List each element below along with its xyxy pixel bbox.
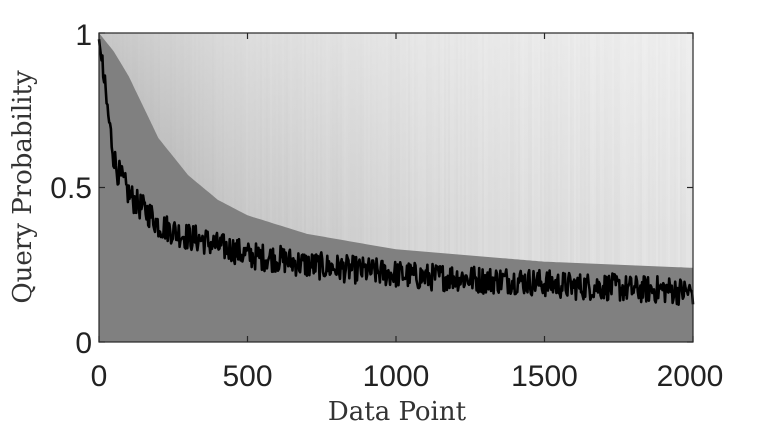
x-tick-label: 1000 — [363, 360, 430, 393]
runs-dense-band — [99, 33, 693, 342]
x-tick-label: 0 — [91, 360, 108, 393]
x-tick-labels: 0 500 1000 1500 2000 — [91, 360, 724, 393]
y-tick-label: 0.5 — [50, 172, 92, 205]
x-axis-title: Data Point — [328, 397, 467, 427]
axis-ticks — [98, 32, 694, 343]
y-tick-label: 1 — [75, 19, 92, 52]
y-axis-title: Query Probability — [8, 70, 38, 304]
x-tick-label: 2000 — [657, 360, 724, 393]
mean-query-probability-line — [97, 39, 695, 306]
x-tick-label: 500 — [222, 360, 272, 393]
x-tick-label: 1500 — [511, 360, 578, 393]
y-tick-label: 0 — [75, 327, 92, 360]
plot-area — [97, 32, 695, 343]
y-tick-labels: 0 0.5 1 — [50, 19, 92, 360]
